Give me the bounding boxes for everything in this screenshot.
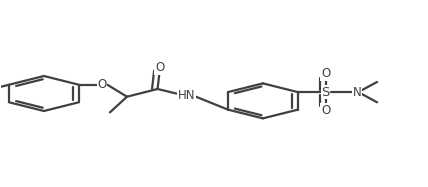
- Text: HN: HN: [178, 90, 195, 102]
- Text: N: N: [353, 86, 362, 99]
- Text: O: O: [155, 61, 164, 74]
- Text: S: S: [321, 86, 330, 99]
- Text: O: O: [98, 78, 107, 91]
- Text: O: O: [321, 104, 330, 117]
- Text: O: O: [321, 67, 330, 80]
